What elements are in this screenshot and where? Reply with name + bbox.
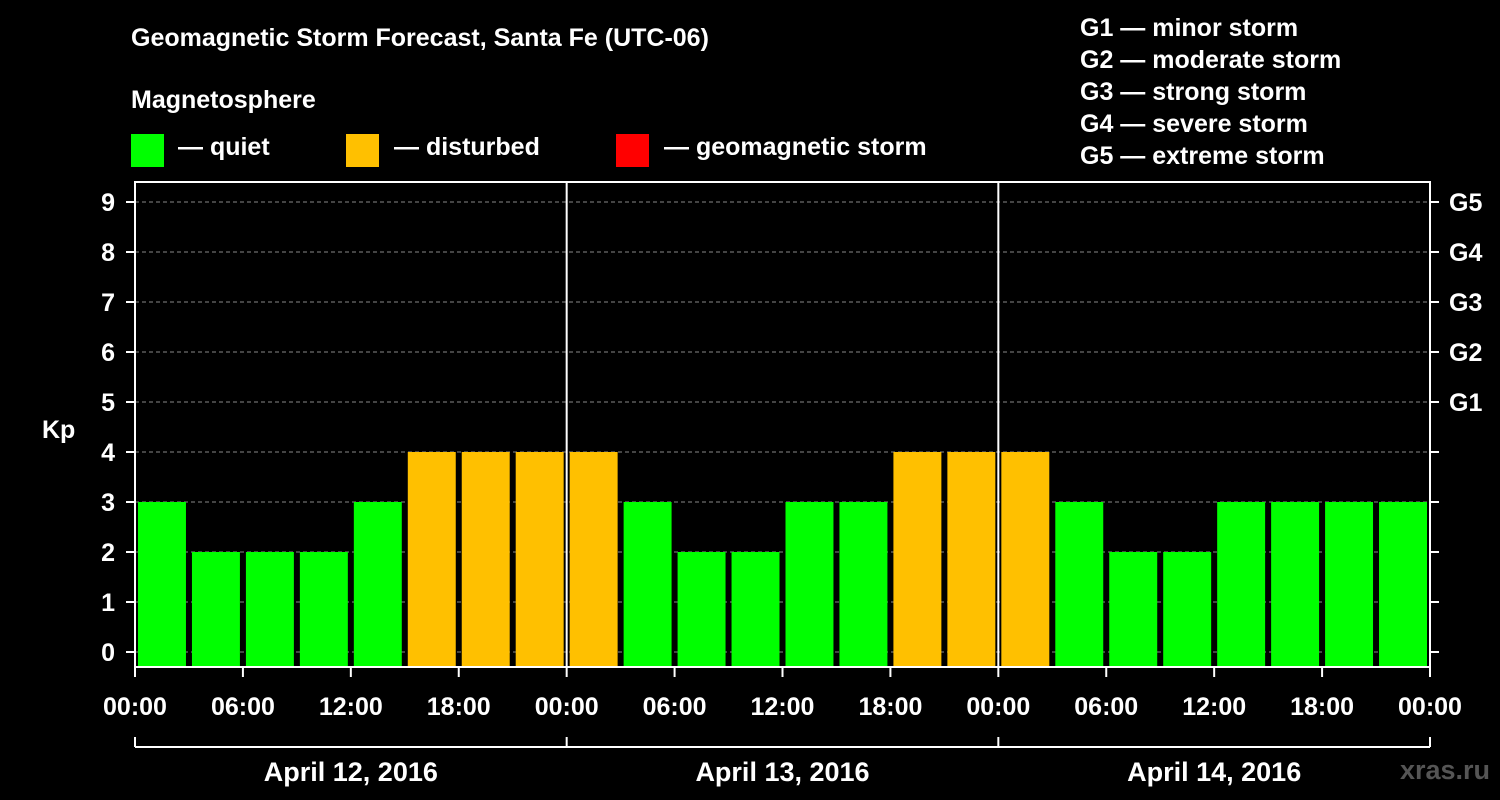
legend-label-storm: — geomagnetic storm — [664, 133, 927, 161]
bar — [1325, 502, 1374, 667]
bar — [1109, 552, 1158, 667]
x-tick-label: 06:00 — [1074, 693, 1138, 721]
x-tick-label: 18:00 — [858, 693, 922, 721]
bar — [353, 502, 402, 667]
watermark: xras.ru — [1399, 755, 1490, 785]
bar — [1055, 502, 1104, 667]
bar — [407, 452, 456, 667]
bar — [461, 452, 510, 667]
g-tick-label: G5 — [1449, 189, 1482, 217]
g-scale-item: G5 — extreme storm — [1080, 142, 1325, 170]
chart-title: Geomagnetic Storm Forecast, Santa Fe (UT… — [131, 24, 709, 52]
bar — [785, 502, 834, 667]
bar — [731, 552, 780, 667]
day-label: April 12, 2016 — [264, 757, 438, 787]
y-tick-label: 3 — [101, 489, 115, 517]
bar — [839, 502, 888, 667]
x-tick-label: 12:00 — [319, 693, 383, 721]
bar — [191, 552, 240, 667]
x-tick-label: 18:00 — [1290, 693, 1354, 721]
g-tick-label: G2 — [1449, 339, 1482, 367]
x-tick-label: 12:00 — [1182, 693, 1246, 721]
g-tick-label: G3 — [1449, 289, 1482, 317]
y-axis-label: Kp — [42, 416, 75, 444]
legend-label-quiet: — quiet — [178, 133, 270, 161]
bar — [893, 452, 942, 667]
bar — [947, 452, 996, 667]
g-tick-label: G4 — [1449, 239, 1482, 267]
legend-swatch-storm — [616, 134, 649, 167]
x-tick-label: 00:00 — [1398, 693, 1462, 721]
y-tick-label: 8 — [101, 239, 115, 267]
bar — [569, 452, 618, 667]
x-tick-label: 06:00 — [643, 693, 707, 721]
legend-label-disturbed: — disturbed — [394, 133, 540, 161]
bar — [245, 552, 294, 667]
y-tick-label: 9 — [101, 189, 115, 217]
bar — [1163, 552, 1212, 667]
y-tick-label: 0 — [101, 639, 115, 667]
bar — [515, 452, 564, 667]
x-tick-label: 00:00 — [103, 693, 167, 721]
y-tick-label: 6 — [101, 339, 115, 367]
g-scale-item: G1 — minor storm — [1080, 14, 1299, 42]
day-label: April 14, 2016 — [1127, 757, 1301, 787]
bar — [1271, 502, 1320, 667]
bar — [138, 502, 186, 667]
bar — [1379, 502, 1427, 667]
y-tick-label: 4 — [101, 439, 115, 467]
x-tick-label: 18:00 — [427, 693, 491, 721]
magnetosphere-label: Magnetosphere — [131, 86, 316, 114]
bar — [623, 502, 672, 667]
legend-swatch-disturbed — [346, 134, 379, 167]
y-tick-label: 1 — [101, 589, 115, 617]
bar — [677, 552, 726, 667]
day-label: April 13, 2016 — [695, 757, 869, 787]
bar — [299, 552, 348, 667]
y-tick-label: 7 — [101, 289, 115, 317]
g-scale-item: G3 — strong storm — [1080, 78, 1307, 106]
g-tick-label: G1 — [1449, 389, 1482, 417]
g-scale-item: G2 — moderate storm — [1080, 46, 1342, 74]
bar — [1001, 452, 1050, 667]
x-tick-label: 00:00 — [966, 693, 1030, 721]
y-tick-label: 5 — [101, 389, 115, 417]
g-scale-item: G4 — severe storm — [1080, 110, 1308, 138]
x-tick-label: 06:00 — [211, 693, 275, 721]
y-tick-label: 2 — [101, 539, 115, 567]
x-tick-label: 00:00 — [535, 693, 599, 721]
bar — [1217, 502, 1266, 667]
x-tick-label: 12:00 — [751, 693, 815, 721]
legend-swatch-quiet — [131, 134, 164, 167]
